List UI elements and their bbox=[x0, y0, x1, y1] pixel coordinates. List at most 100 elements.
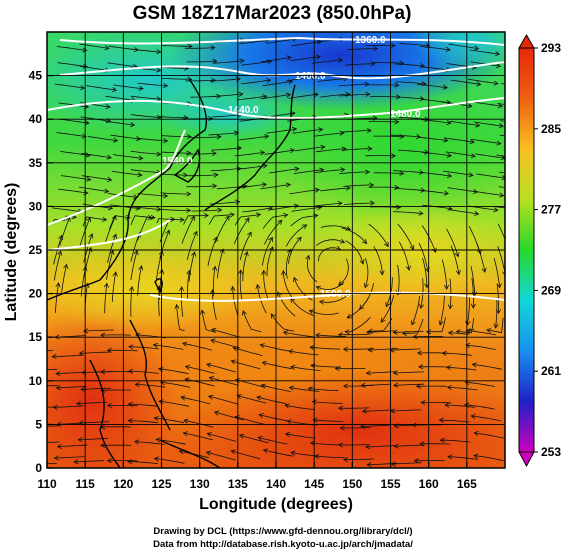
streamline-arrowhead bbox=[178, 286, 185, 292]
hot-region-south bbox=[180, 370, 505, 468]
streamline bbox=[313, 419, 344, 422]
streamline-arrowhead bbox=[360, 423, 366, 429]
streamline bbox=[466, 295, 470, 326]
streamline-arrowhead bbox=[425, 329, 431, 335]
streamline-arrowhead bbox=[80, 386, 86, 392]
streamline bbox=[55, 282, 59, 313]
streamline-arrowhead bbox=[186, 207, 192, 214]
streamline bbox=[320, 225, 351, 230]
streamline bbox=[111, 170, 142, 176]
streamline-arrowhead bbox=[337, 405, 343, 411]
streamline bbox=[47, 425, 59, 427]
streamline-arrowhead bbox=[81, 133, 87, 139]
streamline bbox=[59, 118, 89, 124]
streamline-arrowhead bbox=[469, 139, 475, 145]
streamline-arrowhead bbox=[134, 382, 140, 388]
streamline bbox=[47, 368, 58, 371]
streamline-arrowhead bbox=[286, 55, 292, 61]
streamline bbox=[240, 79, 271, 85]
streamline bbox=[439, 295, 445, 325]
streamline bbox=[242, 207, 273, 213]
lat-lon-grid bbox=[47, 32, 505, 468]
streamline bbox=[476, 173, 505, 179]
streamline-arrowhead bbox=[268, 236, 273, 243]
streamline bbox=[58, 188, 88, 194]
streamline bbox=[258, 437, 288, 445]
streamline-arrowhead bbox=[474, 210, 480, 216]
streamline bbox=[472, 363, 503, 370]
streamline bbox=[111, 272, 117, 302]
lon-tick-label: 115 bbox=[75, 477, 95, 491]
streamline-arrowhead bbox=[465, 342, 471, 349]
streamline bbox=[107, 460, 138, 462]
streamline-arrowhead bbox=[281, 269, 287, 276]
streamline bbox=[496, 154, 505, 157]
streamline bbox=[338, 407, 369, 409]
streamline-arrowhead bbox=[138, 85, 144, 91]
colorbar-tick-label: 293 bbox=[541, 41, 561, 55]
streamline-arrowhead bbox=[55, 385, 61, 391]
streamline bbox=[110, 134, 141, 140]
streamline-arrowhead bbox=[315, 54, 322, 60]
streamline bbox=[157, 116, 188, 119]
streamline-arrowhead bbox=[203, 213, 209, 219]
streamline bbox=[441, 259, 448, 290]
streamline bbox=[446, 228, 459, 257]
streamline-arrowhead bbox=[379, 270, 385, 276]
lat-tick-label: 35 bbox=[29, 156, 43, 170]
streamline bbox=[360, 424, 391, 427]
streamline-arrowhead bbox=[107, 176, 113, 182]
streamline bbox=[130, 232, 141, 262]
lon-tick-label: 165 bbox=[457, 477, 477, 491]
streamline bbox=[181, 396, 211, 405]
streamline-arrowhead bbox=[184, 364, 191, 370]
streamline bbox=[474, 432, 504, 439]
streamline-arrowhead bbox=[129, 285, 135, 292]
streamline-arrowhead bbox=[499, 192, 505, 198]
streamline bbox=[128, 346, 159, 350]
streamline-arrowhead bbox=[207, 394, 214, 400]
streamline bbox=[211, 147, 242, 151]
streamline-arrowhead bbox=[51, 354, 57, 360]
streamline bbox=[373, 172, 404, 174]
streamline bbox=[137, 216, 153, 241]
streamline-arrowhead bbox=[419, 63, 426, 69]
colorbar-lower-arrow bbox=[518, 451, 535, 468]
streamline bbox=[180, 286, 184, 317]
streamline bbox=[420, 119, 451, 124]
streamline-arrowhead bbox=[413, 458, 419, 464]
streamline bbox=[81, 387, 112, 390]
streamline-arrowhead bbox=[100, 387, 106, 393]
streamline-arrowhead bbox=[235, 199, 241, 205]
streamline-arrowhead bbox=[138, 155, 144, 161]
streamline-arrowhead bbox=[242, 310, 247, 316]
longitude-axis: 110 115 120 125 130 135 140 145 150 155 160 165 bbox=[37, 462, 477, 491]
lon-tick-label: 125 bbox=[151, 477, 171, 491]
streamline bbox=[310, 442, 341, 446]
streamline bbox=[79, 43, 109, 49]
streamline-arrowhead bbox=[156, 151, 162, 157]
streamline-arrowhead bbox=[209, 289, 216, 295]
streamline-arrowhead bbox=[106, 154, 112, 160]
y-axis-title: Latitude (degrees) bbox=[3, 183, 20, 322]
streamline-arrowhead bbox=[53, 455, 59, 461]
streamline bbox=[81, 152, 112, 159]
streamline-arrowhead bbox=[420, 399, 426, 406]
streamline-arrowhead bbox=[320, 144, 326, 150]
plot-area: 1360.0 1400.0 1440.0 1480.0 1500.0 1540.… bbox=[27, 32, 505, 468]
streamline-arrowhead bbox=[405, 265, 411, 271]
streamline bbox=[465, 381, 496, 387]
streamline bbox=[130, 286, 133, 317]
streamline bbox=[104, 215, 117, 244]
streamline-arrowhead bbox=[27, 462, 31, 466]
streamline-arrowhead bbox=[84, 120, 90, 126]
streamline bbox=[422, 257, 428, 288]
contour-label-1500: 1500.0 bbox=[320, 289, 351, 300]
streamline-arrowhead bbox=[339, 425, 345, 431]
streamline bbox=[161, 77, 192, 80]
streamline bbox=[262, 362, 292, 370]
streamline-arrowhead bbox=[419, 303, 425, 310]
streamline-arrowhead bbox=[105, 103, 111, 109]
streamline-arrowhead bbox=[138, 265, 144, 271]
streamline bbox=[183, 215, 209, 225]
